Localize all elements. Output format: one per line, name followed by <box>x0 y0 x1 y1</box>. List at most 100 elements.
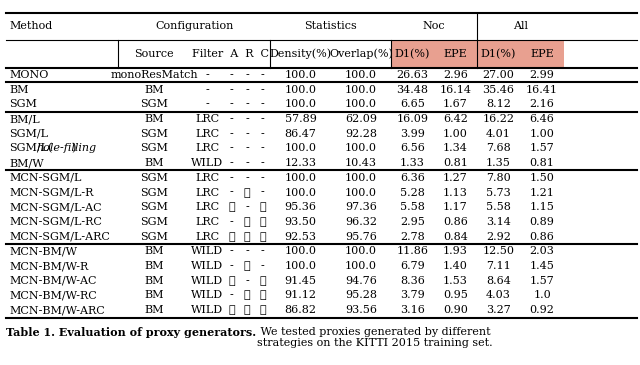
Text: 94.76: 94.76 <box>345 276 377 286</box>
Text: 1.57: 1.57 <box>530 143 554 153</box>
Text: 96.32: 96.32 <box>345 217 377 227</box>
Text: 7.11: 7.11 <box>486 261 511 271</box>
Text: BM/W: BM/W <box>10 158 44 168</box>
Text: Density(%): Density(%) <box>269 49 332 59</box>
Text: -: - <box>230 114 234 124</box>
Text: -: - <box>230 291 234 300</box>
Text: -: - <box>260 114 264 124</box>
Text: -: - <box>260 70 264 80</box>
Text: 2.95: 2.95 <box>400 217 425 227</box>
Text: ✓: ✓ <box>228 276 235 286</box>
Text: 34.48: 34.48 <box>396 85 429 95</box>
Text: SGM: SGM <box>140 188 168 197</box>
Text: 91.12: 91.12 <box>284 291 316 300</box>
Text: LRC: LRC <box>195 188 219 197</box>
Text: 16.14: 16.14 <box>440 85 471 95</box>
Text: 2.92: 2.92 <box>486 232 511 242</box>
Text: 100.0: 100.0 <box>284 70 316 80</box>
Text: 0.95: 0.95 <box>443 291 468 300</box>
Text: 86.47: 86.47 <box>285 129 316 139</box>
Text: SGM: SGM <box>140 99 168 109</box>
Text: 100.0: 100.0 <box>345 85 377 95</box>
Text: WILD: WILD <box>191 276 223 286</box>
Text: MCN-BM/W-ARC: MCN-BM/W-ARC <box>10 305 106 315</box>
Text: -: - <box>245 70 249 80</box>
Text: -: - <box>260 246 264 256</box>
Text: 100.0: 100.0 <box>345 261 377 271</box>
Text: 4.03: 4.03 <box>486 291 511 300</box>
Text: 86.82: 86.82 <box>284 305 316 315</box>
Text: 1.00: 1.00 <box>443 129 468 139</box>
Text: ✓: ✓ <box>244 261 250 271</box>
Text: 3.27: 3.27 <box>486 305 511 315</box>
Text: -: - <box>245 173 249 183</box>
Text: 3.79: 3.79 <box>400 291 425 300</box>
Text: 100.0: 100.0 <box>345 143 377 153</box>
Bar <box>391 40 477 68</box>
Text: 1.33: 1.33 <box>400 158 425 168</box>
Text: 3.16: 3.16 <box>400 305 425 315</box>
Text: -: - <box>245 158 249 168</box>
Text: -: - <box>245 99 249 109</box>
Text: 100.0: 100.0 <box>345 246 377 256</box>
Text: 11.86: 11.86 <box>396 246 429 256</box>
Text: 3.99: 3.99 <box>400 129 425 139</box>
Text: BM: BM <box>145 114 164 124</box>
Text: 100.0: 100.0 <box>345 99 377 109</box>
Text: 12.33: 12.33 <box>284 158 316 168</box>
Text: 62.09: 62.09 <box>345 114 377 124</box>
Text: ✓: ✓ <box>228 232 235 242</box>
Text: MCN-SGM/L-ARC: MCN-SGM/L-ARC <box>10 232 111 242</box>
Text: D1(%): D1(%) <box>481 49 516 59</box>
Text: -: - <box>230 129 234 139</box>
Text: 1.50: 1.50 <box>530 173 554 183</box>
Text: BM: BM <box>10 85 29 95</box>
Text: 1.67: 1.67 <box>443 99 468 109</box>
Text: -: - <box>245 114 249 124</box>
Text: 2.99: 2.99 <box>530 70 554 80</box>
Text: 12.50: 12.50 <box>483 246 515 256</box>
Text: 0.89: 0.89 <box>530 217 554 227</box>
Text: 1.57: 1.57 <box>530 276 554 286</box>
Text: 2.96: 2.96 <box>443 70 468 80</box>
Text: BM/L: BM/L <box>10 114 40 124</box>
Text: 1.17: 1.17 <box>443 202 468 212</box>
Text: LRC: LRC <box>195 114 219 124</box>
Text: hole-filling: hole-filling <box>36 143 97 153</box>
Text: -: - <box>260 173 264 183</box>
Text: -: - <box>230 158 234 168</box>
Text: LRC: LRC <box>195 217 219 227</box>
Text: -: - <box>260 99 264 109</box>
Text: 35.46: 35.46 <box>483 85 515 95</box>
Text: SGM: SGM <box>140 173 168 183</box>
Text: -: - <box>260 143 264 153</box>
Text: 2.16: 2.16 <box>530 99 554 109</box>
Text: SGM: SGM <box>140 129 168 139</box>
Text: SGM: SGM <box>140 143 168 153</box>
Text: MONO: MONO <box>10 70 49 80</box>
Text: -: - <box>230 99 234 109</box>
Text: MCN-SGM/L-RC: MCN-SGM/L-RC <box>10 217 102 227</box>
Text: 27.00: 27.00 <box>483 70 515 80</box>
Text: Method: Method <box>10 22 53 31</box>
Text: 1.15: 1.15 <box>530 202 554 212</box>
Text: 100.0: 100.0 <box>284 85 316 95</box>
Text: 0.86: 0.86 <box>530 232 554 242</box>
Text: -: - <box>230 173 234 183</box>
Text: MCN-BM/W: MCN-BM/W <box>10 246 77 256</box>
Text: 6.56: 6.56 <box>400 143 425 153</box>
Text: 6.36: 6.36 <box>400 173 425 183</box>
Text: 5.58: 5.58 <box>400 202 425 212</box>
Text: BM: BM <box>145 158 164 168</box>
Text: ✓: ✓ <box>259 291 266 300</box>
Text: -: - <box>230 85 234 95</box>
Text: ✓: ✓ <box>259 276 266 286</box>
Text: 1.35: 1.35 <box>486 158 511 168</box>
Text: -: - <box>260 129 264 139</box>
Text: 8.64: 8.64 <box>486 276 511 286</box>
Text: BM: BM <box>145 305 164 315</box>
Text: LRC: LRC <box>195 202 219 212</box>
Text: 6.65: 6.65 <box>400 99 425 109</box>
Text: 5.73: 5.73 <box>486 188 511 197</box>
Text: -: - <box>260 188 264 197</box>
